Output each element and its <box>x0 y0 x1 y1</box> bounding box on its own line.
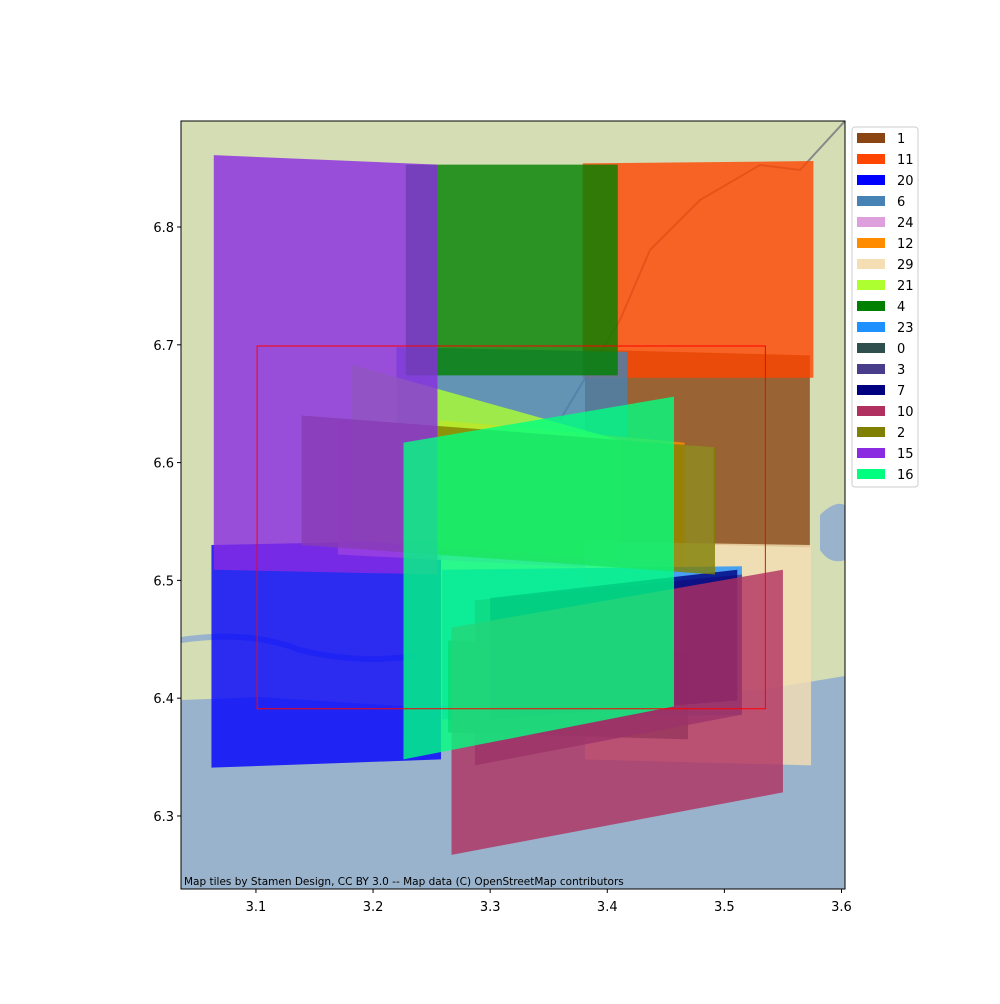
legend-swatch <box>857 469 885 479</box>
legend-swatch <box>857 133 885 143</box>
legend-label: 0 <box>897 342 905 357</box>
y-tick-label: 6.4 <box>153 692 174 707</box>
legend-label: 23 <box>897 321 914 336</box>
legend-swatch <box>857 196 885 206</box>
legend-swatch <box>857 385 885 395</box>
legend-swatch <box>857 154 885 164</box>
attribution: Map tiles by Stamen Design, CC BY 3.0 --… <box>184 876 624 888</box>
legend-label: 7 <box>897 384 905 399</box>
y-tick-label: 6.8 <box>153 221 174 236</box>
y-tick-label: 6.5 <box>153 574 174 589</box>
bounding-box <box>256 345 766 710</box>
footprint <box>211 540 441 768</box>
x-tick-label: 3.5 <box>714 900 735 915</box>
x-tick-label: 3.6 <box>831 900 852 915</box>
legend-swatch <box>857 322 885 332</box>
y-tick-label: 6.3 <box>153 810 174 825</box>
legend-swatch <box>857 364 885 374</box>
legend-label: 2 <box>897 426 905 441</box>
x-tick-label: 3.3 <box>480 900 501 915</box>
legend-swatch <box>857 175 885 185</box>
legend-swatch <box>857 301 885 311</box>
legend-label: 1 <box>897 132 905 147</box>
legend-swatch <box>857 406 885 416</box>
footprint <box>405 164 618 376</box>
legend-label: 29 <box>897 258 914 273</box>
legend-swatch <box>857 427 885 437</box>
x-tick-label: 3.4 <box>597 900 618 915</box>
legend-swatch <box>857 280 885 290</box>
x-tick-label: 3.1 <box>246 900 267 915</box>
footprint <box>403 396 675 760</box>
legend-label: 16 <box>897 468 914 483</box>
legend-swatch <box>857 259 885 269</box>
x-tick-label: 3.2 <box>363 900 384 915</box>
legend-label: 10 <box>897 405 914 420</box>
y-tick-label: 6.6 <box>153 457 174 472</box>
legend-label: 11 <box>897 153 914 168</box>
y-tick-label: 6.7 <box>153 339 174 354</box>
legend-label: 12 <box>897 237 914 252</box>
legend-label: 4 <box>897 300 905 315</box>
footprint <box>213 155 438 575</box>
legend-label: 21 <box>897 279 914 294</box>
legend-swatch <box>857 343 885 353</box>
legend-label: 15 <box>897 447 914 462</box>
legend-label: 24 <box>897 216 914 231</box>
legend-label: 20 <box>897 174 914 189</box>
legend-swatch <box>857 217 885 227</box>
legend-swatch <box>857 448 885 458</box>
legend-label: 3 <box>897 363 905 378</box>
footprint <box>582 161 814 378</box>
legend-label: 6 <box>897 195 905 210</box>
axes-frame <box>180 120 846 890</box>
legend-swatch <box>857 238 885 248</box>
